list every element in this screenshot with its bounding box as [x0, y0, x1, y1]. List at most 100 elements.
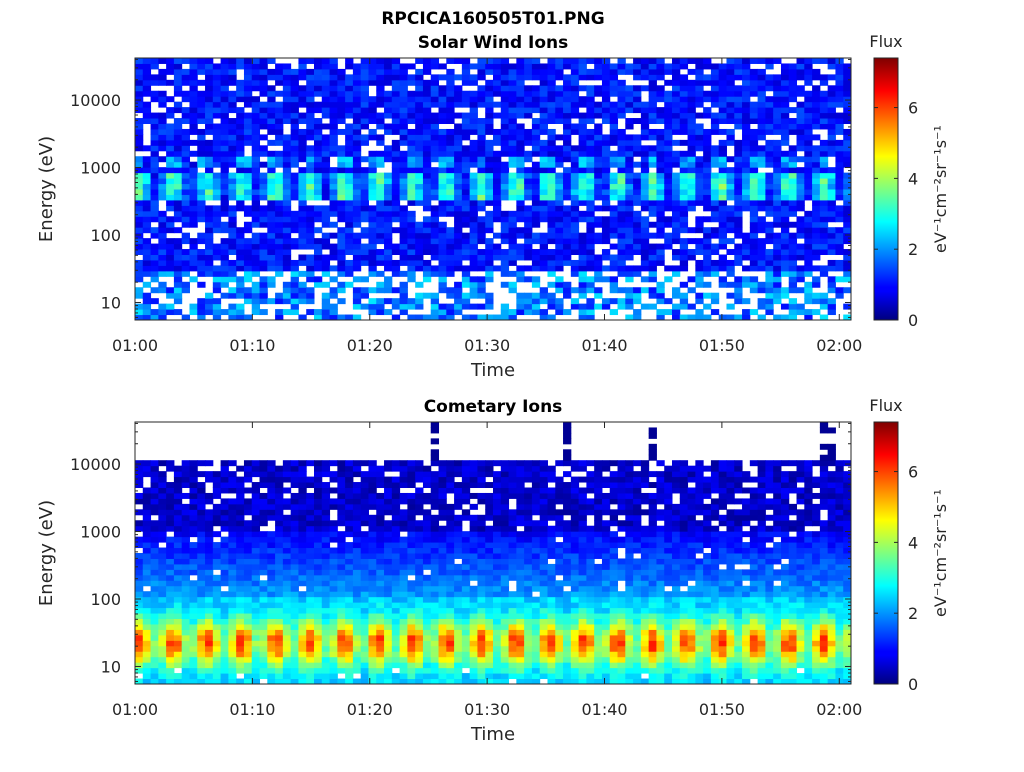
- heatmap-cell: [143, 548, 151, 554]
- heatmap-cell: [236, 531, 244, 537]
- heatmap-cell: [197, 531, 205, 537]
- heatmap-cell: [773, 298, 781, 304]
- heatmap-cell: [734, 102, 742, 108]
- heatmap-cell: [205, 271, 213, 277]
- heatmap-cell: [501, 74, 509, 80]
- heatmap-cell: [781, 184, 789, 190]
- heatmap-cell: [384, 635, 392, 641]
- heatmap-cell: [672, 287, 680, 293]
- heatmap-cell: [275, 102, 283, 108]
- heatmap-cell: [688, 287, 696, 293]
- heatmap-cell: [314, 238, 322, 244]
- heatmap-cell: [189, 178, 197, 184]
- heatmap-cell: [579, 134, 587, 140]
- heatmap-cell: [843, 287, 851, 293]
- heatmap-cell: [298, 178, 306, 184]
- heatmap-cell: [602, 227, 610, 233]
- heatmap-cell: [275, 162, 283, 168]
- heatmap-cell: [221, 222, 229, 228]
- heatmap-cell: [765, 173, 773, 179]
- heatmap-cell: [758, 178, 766, 184]
- heatmap-cell: [189, 124, 197, 130]
- heatmap-cell: [244, 173, 252, 179]
- heatmap-cell: [633, 134, 641, 140]
- heatmap-cell: [182, 466, 190, 472]
- heatmap-cell: [267, 113, 275, 119]
- heatmap-cell: [330, 129, 338, 135]
- heatmap-cell: [151, 271, 159, 277]
- heatmap-cell: [197, 162, 205, 168]
- heatmap-cell: [828, 184, 836, 190]
- heatmap-cell: [337, 173, 345, 179]
- heatmap-cell: [555, 298, 563, 304]
- heatmap-cell: [291, 102, 299, 108]
- heatmap-cell: [337, 509, 345, 515]
- heatmap-cell: [555, 200, 563, 206]
- heatmap-cell: [267, 85, 275, 91]
- heatmap-cell: [462, 124, 470, 130]
- heatmap-cell: [633, 238, 641, 244]
- heatmap-cell: [361, 189, 369, 195]
- heatmap-cell: [213, 553, 221, 559]
- heatmap-cell: [734, 233, 742, 239]
- heatmap-cell: [166, 575, 174, 581]
- heatmap-cell: [298, 96, 306, 102]
- heatmap-cell: [828, 298, 836, 304]
- heatmap-cell: [166, 238, 174, 244]
- heatmap-cell: [726, 205, 734, 211]
- heatmap-cell: [547, 107, 555, 113]
- heatmap-cell: [306, 113, 314, 119]
- heatmap-cell: [516, 102, 524, 108]
- heatmap-cell: [368, 129, 376, 135]
- heatmap-cell: [789, 244, 797, 250]
- heatmap-cell: [400, 222, 408, 228]
- heatmap-cell: [633, 96, 641, 102]
- heatmap-cell: [143, 520, 151, 526]
- heatmap-cell: [820, 107, 828, 113]
- heatmap-cell: [454, 298, 462, 304]
- heatmap-cell: [742, 173, 750, 179]
- heatmap-cell: [275, 113, 283, 119]
- heatmap-cell: [189, 629, 197, 635]
- heatmap-cell: [174, 129, 182, 135]
- heatmap-cell: [221, 194, 229, 200]
- heatmap-cell: [205, 151, 213, 157]
- heatmap-cell: [236, 151, 244, 157]
- heatmap-cell: [368, 504, 376, 510]
- heatmap-cell: [252, 597, 260, 603]
- heatmap-cell: [283, 558, 291, 564]
- heatmap-cell: [493, 184, 501, 190]
- heatmap-cell: [267, 244, 275, 250]
- heatmap-cell: [283, 118, 291, 124]
- heatmap-cell: [345, 553, 353, 559]
- heatmap-cell: [439, 85, 447, 91]
- heatmap-cell: [205, 233, 213, 239]
- heatmap-cell: [205, 194, 213, 200]
- heatmap-cell: [524, 173, 532, 179]
- heatmap-cell: [649, 287, 657, 293]
- heatmap-cell: [789, 63, 797, 69]
- heatmap-cell: [579, 178, 587, 184]
- heatmap-cell: [166, 624, 174, 630]
- heatmap-cell: [594, 134, 602, 140]
- heatmap-cell: [368, 162, 376, 168]
- heatmap-cell: [547, 96, 555, 102]
- heatmap-cell: [843, 63, 851, 69]
- heatmap-cell: [633, 118, 641, 124]
- heatmap-cell: [734, 162, 742, 168]
- heatmap-cell: [306, 477, 314, 483]
- heatmap-cell: [189, 58, 197, 64]
- heatmap-cell: [672, 102, 680, 108]
- heatmap-cell: [252, 134, 260, 140]
- heatmap-cell: [516, 184, 524, 190]
- heatmap-cell: [758, 91, 766, 97]
- heatmap-cell: [345, 673, 353, 679]
- heatmap-cell: [353, 575, 361, 581]
- heatmap-cell: [189, 276, 197, 282]
- heatmap-cell: [143, 271, 151, 277]
- heatmap-cell: [135, 662, 143, 668]
- heatmap-cell: [376, 482, 384, 488]
- heatmap-cell: [524, 298, 532, 304]
- heatmap-cell: [835, 249, 843, 255]
- heatmap-cell: [540, 265, 548, 271]
